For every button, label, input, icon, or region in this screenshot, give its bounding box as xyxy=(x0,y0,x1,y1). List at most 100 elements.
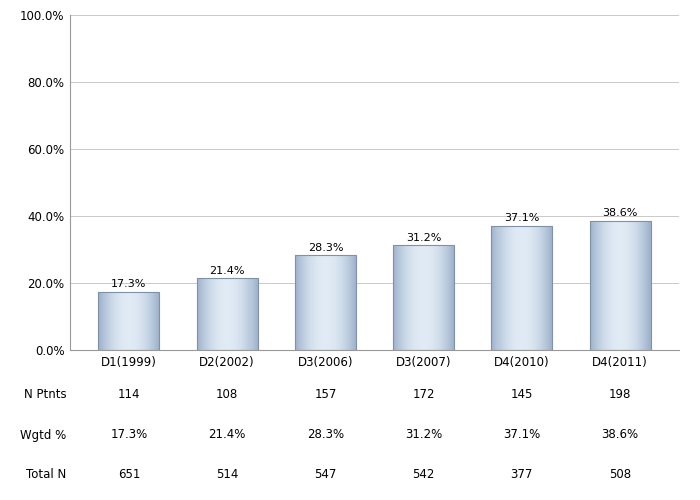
Bar xyxy=(319,255,321,350)
Bar xyxy=(131,292,132,350)
Bar xyxy=(512,226,513,350)
Text: 38.6%: 38.6% xyxy=(601,428,638,442)
Bar xyxy=(638,220,639,350)
Bar xyxy=(453,246,454,350)
Bar xyxy=(519,226,520,350)
Bar xyxy=(99,292,160,350)
Bar xyxy=(102,292,104,350)
Text: 31.2%: 31.2% xyxy=(406,233,441,243)
Bar xyxy=(500,226,502,350)
Bar xyxy=(122,292,123,350)
Bar xyxy=(149,292,150,350)
Bar xyxy=(218,278,219,350)
Bar xyxy=(134,292,135,350)
Bar xyxy=(341,255,342,350)
Bar xyxy=(425,246,426,350)
Text: 157: 157 xyxy=(314,388,337,402)
Bar xyxy=(607,220,608,350)
Bar xyxy=(624,220,625,350)
Bar xyxy=(503,226,504,350)
Bar xyxy=(153,292,155,350)
Text: 28.3%: 28.3% xyxy=(307,428,344,442)
Bar xyxy=(532,226,533,350)
Bar xyxy=(295,255,296,350)
Bar xyxy=(449,246,450,350)
Bar xyxy=(225,278,226,350)
Bar xyxy=(648,220,650,350)
Bar xyxy=(308,255,309,350)
Bar xyxy=(310,255,312,350)
Bar xyxy=(621,220,622,350)
Bar xyxy=(242,278,244,350)
Bar xyxy=(541,226,542,350)
Bar xyxy=(518,226,519,350)
Bar xyxy=(514,226,516,350)
Bar xyxy=(213,278,214,350)
Bar xyxy=(523,226,524,350)
Bar xyxy=(434,246,435,350)
Bar xyxy=(135,292,136,350)
Bar xyxy=(244,278,246,350)
Bar xyxy=(339,255,340,350)
Bar xyxy=(545,226,546,350)
Bar xyxy=(546,226,547,350)
Bar xyxy=(603,220,604,350)
Bar xyxy=(110,292,111,350)
Bar xyxy=(428,246,429,350)
Bar xyxy=(208,278,209,350)
Bar xyxy=(521,226,522,350)
Bar xyxy=(424,246,425,350)
Bar xyxy=(237,278,239,350)
Bar xyxy=(427,246,428,350)
Bar xyxy=(324,255,326,350)
Bar xyxy=(550,226,552,350)
Bar xyxy=(610,220,611,350)
Bar xyxy=(395,246,396,350)
Bar xyxy=(544,226,545,350)
Bar xyxy=(419,246,420,350)
Bar xyxy=(132,292,133,350)
Bar xyxy=(512,226,514,350)
Bar xyxy=(211,278,212,350)
Bar xyxy=(332,255,334,350)
Bar xyxy=(151,292,153,350)
Bar xyxy=(542,226,543,350)
Bar xyxy=(543,226,545,350)
Bar xyxy=(205,278,206,350)
Bar xyxy=(322,255,323,350)
Bar xyxy=(410,246,412,350)
Text: 28.3%: 28.3% xyxy=(307,242,343,252)
Bar xyxy=(326,255,328,350)
Bar xyxy=(528,226,529,350)
Bar xyxy=(246,278,248,350)
Bar xyxy=(494,226,496,350)
Bar xyxy=(433,246,434,350)
Bar xyxy=(507,226,508,350)
Bar xyxy=(340,255,341,350)
Bar xyxy=(640,220,641,350)
Bar xyxy=(414,246,416,350)
Bar xyxy=(510,226,511,350)
Bar xyxy=(517,226,518,350)
Bar xyxy=(609,220,610,350)
Bar xyxy=(346,255,348,350)
Bar xyxy=(522,226,523,350)
Bar xyxy=(156,292,158,350)
Text: 21.4%: 21.4% xyxy=(209,266,245,276)
Bar xyxy=(419,246,421,350)
Bar xyxy=(344,255,345,350)
Bar xyxy=(618,220,619,350)
Bar xyxy=(589,220,591,350)
Bar xyxy=(207,278,208,350)
Bar xyxy=(421,246,423,350)
Bar xyxy=(251,278,253,350)
Text: 108: 108 xyxy=(216,388,238,402)
Bar xyxy=(591,220,592,350)
Bar xyxy=(491,226,493,350)
Bar xyxy=(604,220,605,350)
Text: 542: 542 xyxy=(412,468,435,481)
Bar xyxy=(441,246,442,350)
Bar xyxy=(116,292,117,350)
Bar xyxy=(323,255,325,350)
Bar xyxy=(197,278,258,350)
